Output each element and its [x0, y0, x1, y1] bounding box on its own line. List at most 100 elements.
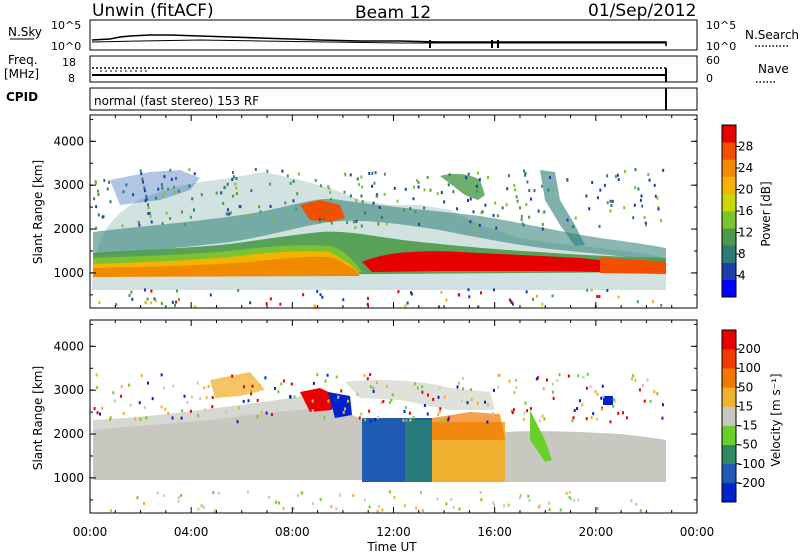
- speckle-point: [421, 509, 424, 513]
- speckle-point: [609, 209, 612, 213]
- speckle-point: [246, 490, 249, 494]
- speckle-point: [648, 178, 651, 182]
- speckle-point: [192, 208, 195, 212]
- speckle-point: [144, 288, 147, 292]
- speckle-point: [281, 169, 284, 173]
- y-tick-label: 4000: [53, 134, 84, 148]
- speckle-point: [437, 413, 440, 417]
- velocity-colorbar-label: Velocity [m s⁻¹]: [769, 373, 783, 466]
- speckle-point: [93, 407, 96, 411]
- speckle-point: [160, 373, 163, 377]
- colorbar-segment: [722, 159, 736, 177]
- speckle-point: [242, 399, 245, 403]
- speckle-point: [99, 412, 102, 416]
- speckle-point: [515, 386, 518, 390]
- speckle-point: [601, 384, 604, 388]
- speckle-point: [567, 374, 570, 378]
- speckle-point: [101, 215, 104, 219]
- speckle-point: [212, 491, 215, 495]
- speckle-point: [603, 183, 606, 187]
- speckle-point: [589, 385, 592, 389]
- speckle-point: [161, 194, 164, 198]
- speckle-point: [368, 171, 371, 175]
- speckle-point: [617, 411, 620, 415]
- colorbar-tick-label: 12: [738, 226, 753, 240]
- speckle-point: [614, 399, 617, 403]
- speckle-point: [644, 223, 647, 227]
- speckle-point: [574, 216, 577, 220]
- speckle-point: [472, 210, 475, 214]
- speckle-point: [439, 407, 442, 411]
- speckle-point: [260, 410, 263, 414]
- speckle-point: [142, 180, 145, 184]
- speckle-point: [522, 417, 525, 421]
- speckle-point: [200, 504, 203, 508]
- time-tick-labels: 00:00 04:00 08:00 12:00 16:00 20:00 00:00: [73, 525, 715, 539]
- speckle-point: [415, 506, 418, 510]
- speckle-point: [314, 305, 317, 309]
- speckle-point: [443, 200, 446, 204]
- speckle-point: [476, 189, 479, 193]
- speckle-point: [177, 189, 180, 193]
- speckle-point: [403, 410, 406, 414]
- speckle-point: [349, 173, 352, 177]
- speckle-point: [327, 399, 330, 403]
- speckle-point: [316, 373, 319, 377]
- power-late-scatter: [600, 258, 666, 274]
- speckle-point: [466, 199, 469, 203]
- speckle-point: [376, 509, 379, 513]
- speckle-point: [319, 293, 322, 297]
- speckle-point: [366, 377, 369, 381]
- speckle-point: [120, 385, 123, 389]
- speckle-point: [247, 399, 250, 403]
- speckle-point: [530, 197, 533, 201]
- speckle-point: [465, 176, 468, 180]
- speckle-point: [660, 303, 663, 307]
- speckle-point: [146, 297, 149, 301]
- speckle-point: [478, 223, 481, 227]
- speckle-point: [354, 226, 357, 230]
- speckle-point: [319, 184, 322, 188]
- speckle-point: [368, 409, 371, 413]
- speckle-point: [514, 188, 517, 192]
- speckle-point: [157, 187, 160, 191]
- speckle-point: [279, 302, 282, 306]
- power-y-ticks: 1000 2000 3000 4000: [53, 118, 697, 296]
- speckle-point: [274, 386, 277, 390]
- speckle-point: [547, 188, 550, 192]
- colorbar-tick-label: -100: [738, 457, 765, 471]
- speckle-point: [97, 193, 100, 197]
- speckle-point: [653, 390, 656, 394]
- speckle-point: [109, 417, 112, 421]
- speckle-point: [609, 199, 612, 203]
- speckle-point: [167, 187, 170, 191]
- speckle-point: [229, 211, 232, 215]
- speckle-point: [225, 212, 228, 216]
- colorbar-segment: [722, 349, 736, 369]
- colorbar-tick-label: 28: [738, 140, 753, 154]
- speckle-point: [535, 377, 538, 381]
- speckle-point: [636, 300, 639, 304]
- speckle-point: [292, 507, 295, 511]
- speckle-point: [122, 411, 125, 415]
- speckle-point: [571, 225, 574, 229]
- velocity-heatmap: [93, 372, 666, 513]
- speckle-point: [295, 207, 298, 211]
- speckle-point: [596, 295, 599, 299]
- speckle-point: [519, 206, 522, 210]
- speckle-point: [369, 385, 372, 389]
- speckle-point: [497, 385, 500, 389]
- velocity-x-ticks: [89, 320, 698, 513]
- speckle-point: [498, 373, 501, 377]
- speckle-point: [524, 401, 527, 405]
- speckle-point: [239, 205, 242, 209]
- speckle-point: [292, 179, 295, 183]
- speckle-point: [335, 507, 338, 511]
- speckle-point: [568, 490, 571, 494]
- speckle-point: [344, 407, 347, 411]
- speckle-point: [120, 394, 123, 398]
- y-tick-label: 2000: [53, 222, 84, 236]
- speckle-point: [632, 216, 635, 220]
- time-tick-label: 12:00: [376, 525, 411, 539]
- speckle-point: [342, 410, 345, 414]
